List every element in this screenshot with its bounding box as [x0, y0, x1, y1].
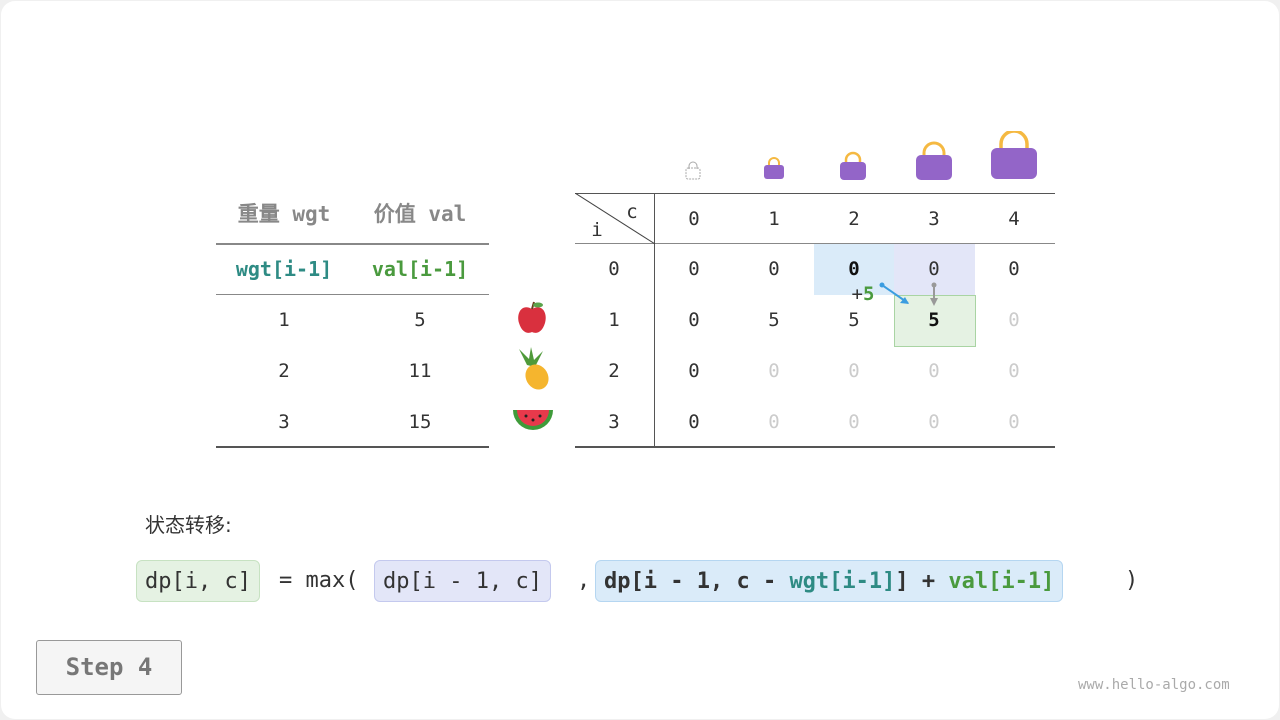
bag-icon-1	[764, 157, 784, 179]
cell-val: 5	[414, 309, 426, 331]
dp-cell: 0	[768, 258, 780, 280]
dp-cell: 0	[848, 258, 860, 280]
dp-cell: 0	[688, 411, 700, 433]
bag-icon-2	[840, 151, 866, 180]
dp-cell: 0	[928, 360, 940, 382]
divider	[216, 294, 489, 295]
corner-diagonal	[575, 193, 655, 245]
formula-b-wgt: wgt[i-1]	[789, 569, 896, 594]
step-button[interactable]: Step 4	[36, 640, 182, 695]
dp-cell: 0	[928, 258, 940, 280]
formula-close: )	[1125, 568, 1139, 593]
formula-b-part: dp[i - 1, c -	[604, 569, 790, 594]
bag-icon-3	[916, 141, 952, 180]
apple-icon	[518, 301, 546, 333]
divider	[216, 243, 489, 245]
dp-cell: 5	[848, 309, 860, 331]
divider	[575, 446, 1055, 448]
cell-val: 11	[408, 360, 432, 382]
col-header: 4	[1008, 208, 1020, 230]
dp-cell: 0	[848, 360, 860, 382]
plus-label: +5	[852, 283, 875, 305]
formula-b-part: ] +	[895, 569, 949, 594]
header-val: 价值 val	[373, 202, 467, 226]
dp-cell: 0	[928, 411, 940, 433]
formula-option-b: dp[i - 1, c - wgt[i-1]] + val[i-1]	[595, 560, 1064, 602]
formula-b-val: val[i-1]	[948, 569, 1055, 594]
transition-label: 状态转移:	[145, 513, 232, 537]
dp-cell: 5	[928, 309, 940, 331]
corner-i-label: i	[591, 219, 603, 241]
plus-sign: +	[851, 283, 863, 305]
bag-icon-0	[685, 161, 701, 180]
plus-value: 5	[863, 283, 875, 305]
dp-cell: 0	[688, 360, 700, 382]
divider	[575, 243, 1055, 244]
dp-cell: 0	[1008, 309, 1020, 331]
cell-val: 15	[408, 411, 432, 433]
col-header: 0	[688, 208, 700, 230]
watermark: www.hello-algo.com	[1078, 677, 1230, 693]
corner-c-label: c	[626, 201, 638, 223]
formula-lhs: dp[i, c]	[136, 560, 260, 602]
dp-cell: 0	[1008, 258, 1020, 280]
cell-wgt: 3	[278, 411, 290, 433]
divider	[575, 193, 1055, 194]
row-header: 1	[608, 309, 620, 331]
cell-wgt: 1	[278, 309, 290, 331]
row-header: 0	[608, 258, 620, 280]
header-wgt: 重量 wgt	[237, 202, 331, 226]
bag-icon-4	[991, 131, 1037, 179]
col-header: 1	[768, 208, 780, 230]
dp-cell: 0	[1008, 360, 1020, 382]
dp-cell: 0	[848, 411, 860, 433]
dp-cell: 0	[1008, 411, 1020, 433]
formula-eq: = max(	[279, 568, 359, 593]
watermelon-icon	[513, 410, 553, 430]
cell-wgt: 2	[278, 360, 290, 382]
transition-arrows	[879, 282, 938, 306]
formula-comma: ,	[577, 568, 591, 593]
col-header: 3	[928, 208, 940, 230]
row-header: 3	[608, 411, 620, 433]
row-header: 2	[608, 360, 620, 382]
dp-cell: 0	[768, 360, 780, 382]
divider	[216, 446, 489, 448]
pineapple-icon	[519, 347, 549, 390]
subheader-wgt: wgt[i-1]	[235, 257, 333, 281]
formula-option-a: dp[i - 1, c]	[374, 560, 551, 602]
dp-cell: 5	[768, 309, 780, 331]
divider	[654, 193, 655, 447]
dp-cell: 0	[688, 258, 700, 280]
dp-cell: 0	[688, 309, 700, 331]
dp-cell: 0	[768, 411, 780, 433]
subheader-val: val[i-1]	[371, 257, 469, 281]
col-header: 2	[848, 208, 860, 230]
